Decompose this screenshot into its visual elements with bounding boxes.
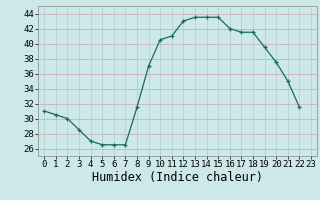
X-axis label: Humidex (Indice chaleur): Humidex (Indice chaleur): [92, 171, 263, 184]
